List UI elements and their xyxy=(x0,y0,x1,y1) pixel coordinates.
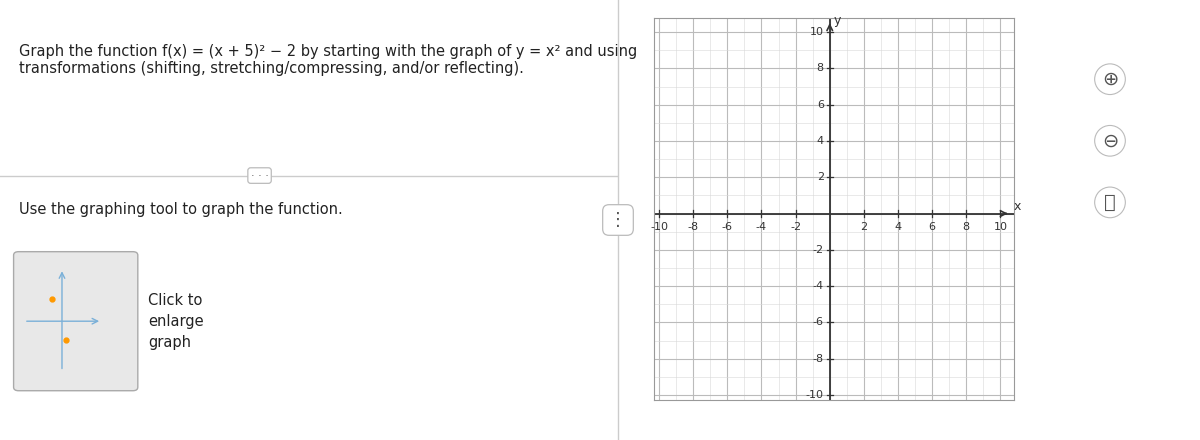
Text: -4: -4 xyxy=(812,281,823,291)
Text: x: x xyxy=(1013,200,1020,213)
Text: 6: 6 xyxy=(929,222,936,232)
Text: ⊖: ⊖ xyxy=(1102,131,1118,150)
Text: ⋮: ⋮ xyxy=(610,211,628,229)
Text: -2: -2 xyxy=(790,222,802,232)
Text: -10: -10 xyxy=(805,390,823,400)
Text: 10: 10 xyxy=(994,222,1007,232)
Text: -8: -8 xyxy=(812,354,823,364)
Text: 10: 10 xyxy=(810,27,823,37)
Text: -4: -4 xyxy=(756,222,767,232)
Text: 6: 6 xyxy=(817,100,823,110)
Text: 2: 2 xyxy=(817,172,823,182)
Text: -6: -6 xyxy=(812,317,823,327)
Text: 4: 4 xyxy=(894,222,901,232)
Text: -6: -6 xyxy=(722,222,733,232)
Text: Click to
enlarge
graph: Click to enlarge graph xyxy=(149,293,204,350)
Text: y: y xyxy=(834,14,841,27)
Text: -10: -10 xyxy=(650,222,668,232)
Text: 8: 8 xyxy=(962,222,970,232)
Text: 8: 8 xyxy=(817,63,823,73)
Text: -8: -8 xyxy=(688,222,698,232)
Text: · · ·: · · · xyxy=(251,171,269,180)
Text: ⊕: ⊕ xyxy=(1102,70,1118,89)
Text: ⧉: ⧉ xyxy=(1104,193,1116,212)
Text: Use the graphing tool to graph the function.: Use the graphing tool to graph the funct… xyxy=(18,202,342,217)
FancyBboxPatch shape xyxy=(13,252,138,391)
Text: 4: 4 xyxy=(817,136,823,146)
Text: 2: 2 xyxy=(860,222,868,232)
Text: -2: -2 xyxy=(812,245,823,255)
Text: Graph the function f(x) = (x + 5)² − 2 by starting with the graph of y = x² and : Graph the function f(x) = (x + 5)² − 2 b… xyxy=(18,44,637,77)
